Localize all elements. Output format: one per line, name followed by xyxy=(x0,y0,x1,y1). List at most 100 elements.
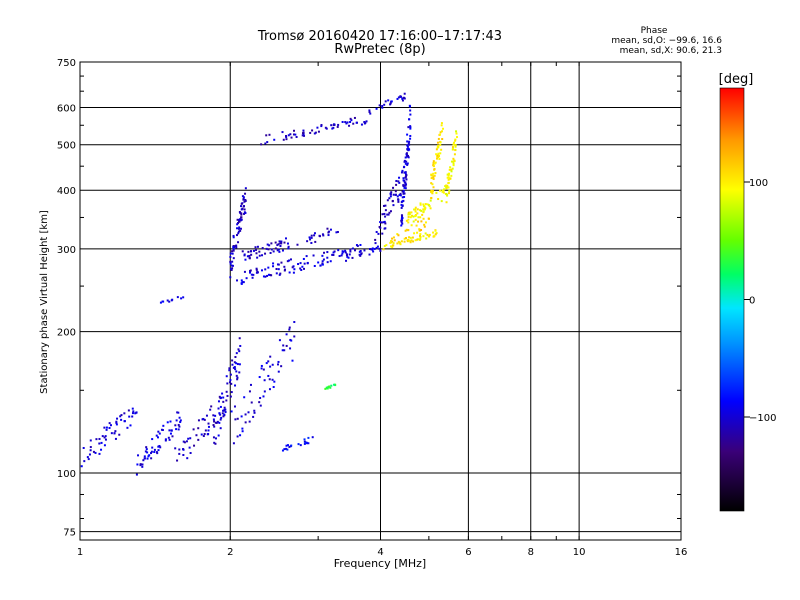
data-point xyxy=(262,368,265,371)
data-point xyxy=(310,241,313,244)
data-point xyxy=(426,233,429,236)
data-point xyxy=(268,133,271,136)
data-point xyxy=(302,129,305,132)
data-point xyxy=(401,169,404,172)
data-point xyxy=(408,213,411,216)
data-point xyxy=(401,190,404,193)
data-point xyxy=(389,195,392,198)
data-point xyxy=(403,171,406,174)
data-point xyxy=(440,148,443,151)
data-point xyxy=(232,234,235,237)
data-point xyxy=(240,212,243,215)
data-point xyxy=(236,435,239,438)
data-point xyxy=(231,250,234,253)
data-point xyxy=(440,200,443,203)
data-point xyxy=(266,243,269,246)
data-point xyxy=(436,141,439,144)
data-point xyxy=(119,415,122,418)
data-point xyxy=(326,256,329,259)
data-point xyxy=(450,160,453,163)
data-point xyxy=(392,242,395,245)
data-point xyxy=(371,247,374,250)
data-point xyxy=(155,451,158,454)
data-point xyxy=(291,266,294,269)
colorbar-label: [deg] xyxy=(719,72,754,87)
data-point xyxy=(391,244,394,247)
data-point xyxy=(389,241,392,244)
stats-x-line: mean, sd,X: 90.6, 21.3 xyxy=(620,46,722,56)
data-point xyxy=(207,429,210,432)
data-point xyxy=(252,249,255,252)
data-point xyxy=(144,450,147,453)
data-point xyxy=(404,162,407,165)
data-point xyxy=(320,125,323,128)
data-point xyxy=(187,437,190,440)
data-point xyxy=(262,395,265,398)
data-point xyxy=(386,213,389,216)
data-point xyxy=(110,432,113,435)
data-point xyxy=(419,203,422,206)
data-point xyxy=(352,122,355,125)
data-point xyxy=(290,339,293,342)
data-point xyxy=(436,154,439,157)
data-point xyxy=(287,247,290,250)
data-point xyxy=(189,452,192,455)
data-point xyxy=(398,181,401,184)
data-point xyxy=(299,444,302,447)
data-point xyxy=(218,395,221,398)
data-point xyxy=(375,107,378,110)
data-point xyxy=(222,400,225,403)
data-point xyxy=(100,448,103,451)
data-point xyxy=(252,415,255,418)
data-point xyxy=(401,217,404,220)
data-point xyxy=(281,349,284,352)
data-point xyxy=(402,177,405,180)
data-point xyxy=(285,134,288,137)
data-point xyxy=(417,220,420,223)
data-point xyxy=(267,273,270,276)
data-point xyxy=(280,240,283,243)
data-point xyxy=(326,387,329,390)
data-point xyxy=(217,407,220,410)
data-point xyxy=(390,100,393,103)
x-tick-label: 8 xyxy=(528,547,534,558)
data-point xyxy=(232,257,235,260)
data-point xyxy=(214,442,217,445)
data-point xyxy=(436,155,439,158)
data-point xyxy=(243,254,246,257)
data-point xyxy=(310,236,313,239)
data-point xyxy=(436,157,439,160)
data-point xyxy=(439,189,442,192)
data-point xyxy=(384,100,387,103)
data-point xyxy=(260,364,263,367)
data-point xyxy=(388,211,391,214)
x-tick-label: 2 xyxy=(227,547,233,558)
data-point xyxy=(279,272,282,275)
data-point xyxy=(268,388,271,391)
data-point xyxy=(410,214,413,217)
data-point xyxy=(232,246,235,249)
data-point xyxy=(384,215,387,218)
data-point xyxy=(337,249,340,252)
data-point xyxy=(177,411,180,414)
data-point xyxy=(283,349,286,352)
axes: 1 2 4 6 8 10 16 75 100 200 300 400 500 600 750 xyxy=(57,58,687,558)
data-point xyxy=(400,206,403,209)
data-point xyxy=(279,242,282,245)
data-point xyxy=(242,205,245,208)
data-point xyxy=(300,269,303,272)
data-point xyxy=(422,203,425,206)
data-point xyxy=(389,210,392,213)
data-point xyxy=(405,173,408,176)
data-point xyxy=(239,344,242,347)
data-point xyxy=(338,255,341,258)
data-point xyxy=(390,245,393,248)
data-point xyxy=(418,238,421,241)
data-point xyxy=(226,382,229,385)
data-point xyxy=(240,279,243,282)
data-point xyxy=(376,245,379,248)
data-point xyxy=(435,191,438,194)
data-point xyxy=(334,383,337,386)
data-point xyxy=(294,133,297,136)
data-point xyxy=(398,194,401,197)
